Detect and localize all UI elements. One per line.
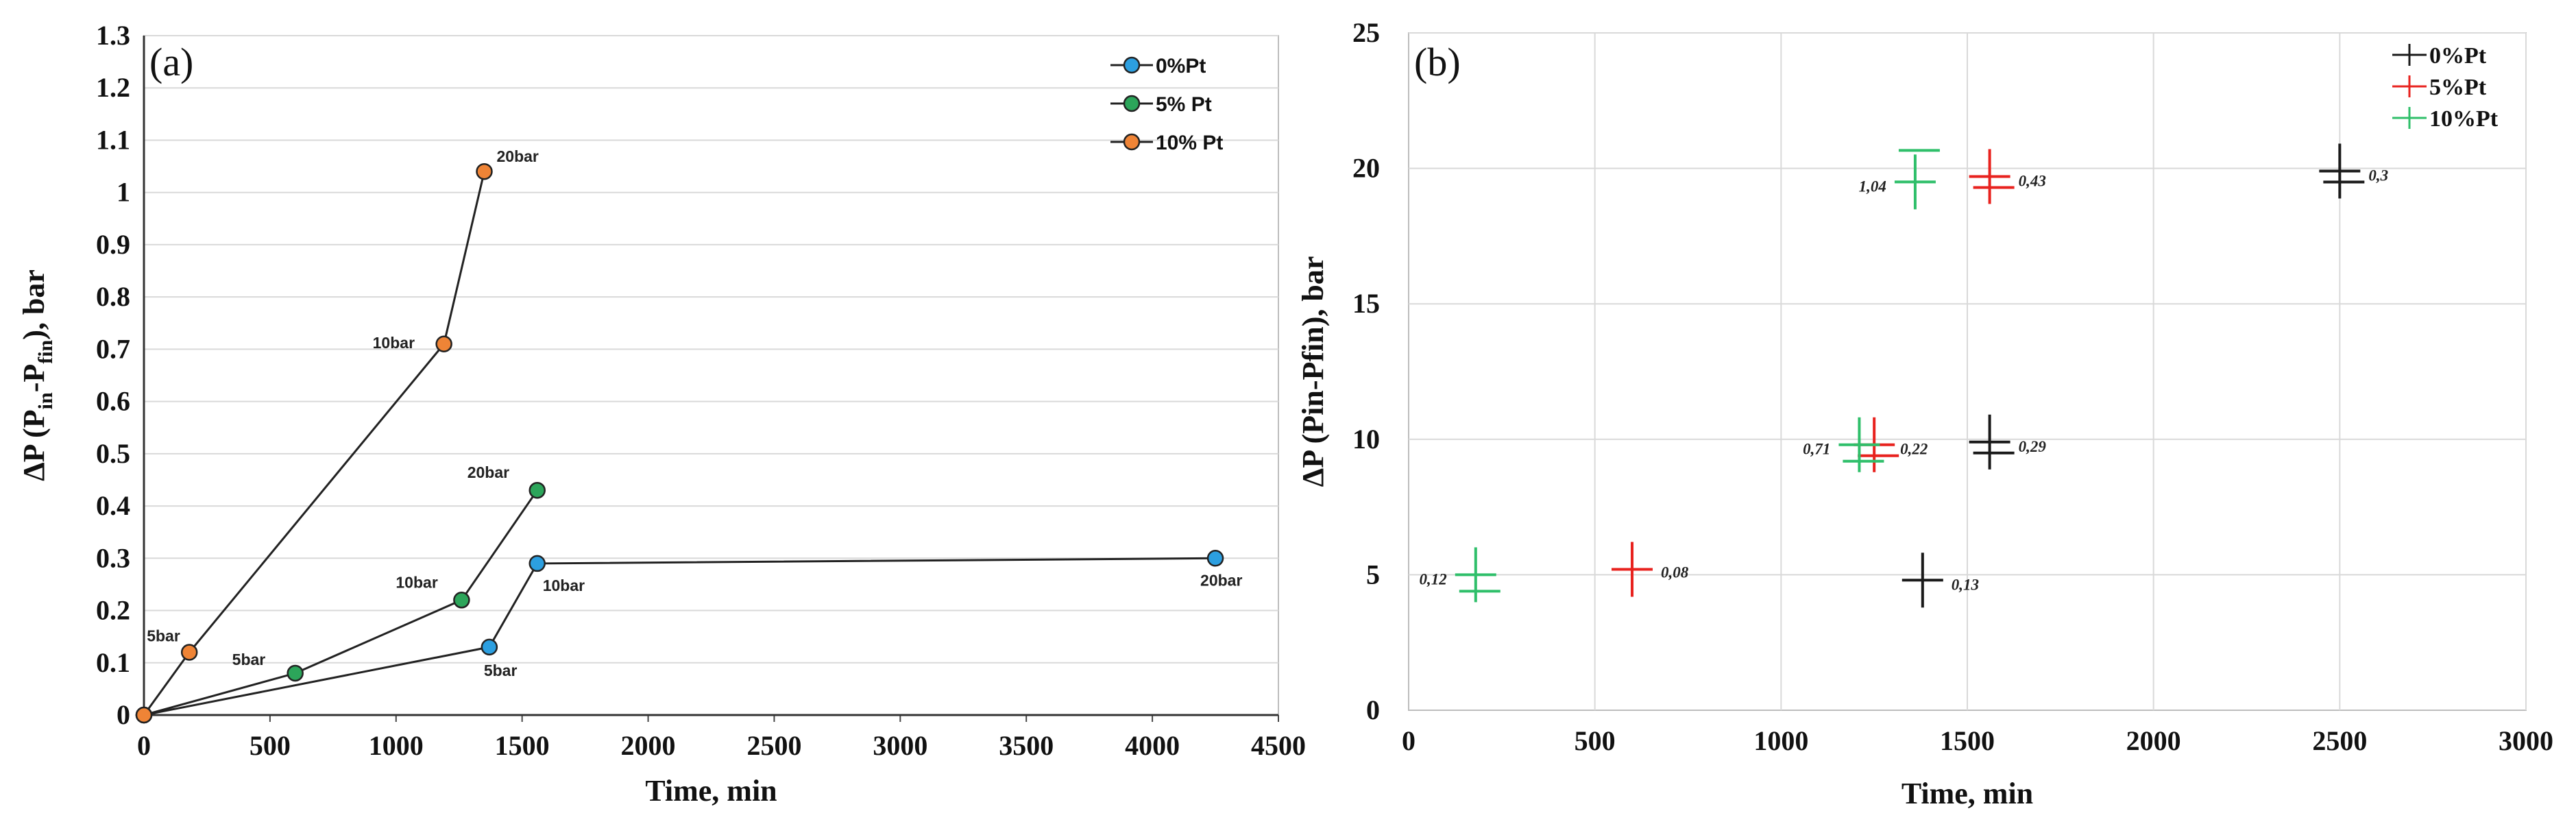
y-tick-label-a: 0.9: [96, 229, 130, 260]
data-point-a: [476, 162, 493, 180]
legend-label-a: 0%Pt: [1156, 55, 1206, 77]
series-line-a-2: [143, 489, 538, 716]
y-tick-label-a: 0.8: [96, 281, 130, 312]
y-tick-label-a: 0.6: [96, 386, 130, 417]
y-tick-label-a: 0.3: [96, 542, 130, 573]
y-tick-label-b: 0: [1366, 694, 1380, 725]
data-label-a: 20bar: [467, 463, 509, 481]
x-axis-label-a: Time, min: [645, 774, 777, 808]
y-label-part: ), bar: [17, 269, 51, 340]
x-tick-label-a: 1000: [369, 730, 424, 761]
y-tick-label-a: 1.2: [96, 72, 130, 103]
data-label-a: 5bar: [232, 651, 266, 668]
data-label-b: 1,04: [1859, 178, 1886, 195]
y-tick-label-a: 0.2: [96, 595, 130, 626]
y-tick-label-a: 1.1: [96, 124, 130, 155]
data-label-b: 0,29: [2019, 438, 2047, 455]
data-label-a: 5bar: [147, 627, 180, 645]
data-point-a: [180, 644, 198, 661]
data-label-b: 0,71: [1803, 441, 1830, 458]
y-tick-label-a: 1: [117, 177, 130, 208]
x-tick-label-a: 3500: [999, 730, 1054, 761]
x-tick-label-b: 500: [1575, 725, 1616, 756]
plot-area-a: [143, 35, 1279, 716]
x-tick-label-b: 3000: [2499, 725, 2553, 756]
y-label-part: ΔP (P: [17, 409, 51, 481]
x-tick-label-b: 0: [1402, 725, 1415, 756]
data-point-a: [135, 706, 153, 724]
x-tick-label-a: 4500: [1251, 730, 1306, 761]
legend-label-b: 10%Pt: [2429, 106, 2499, 132]
x-tick-label-a: 1500: [495, 730, 550, 761]
legend-label-b: 5%Pt: [2429, 75, 2487, 100]
y-label-sub: fin: [34, 339, 57, 363]
legend-marker-a: [1123, 56, 1141, 74]
data-point-a: [481, 638, 498, 656]
y-label-sub: in: [34, 392, 57, 409]
panel-label-b: (b): [1414, 40, 1461, 84]
data-label-b: 0,43: [2019, 172, 2046, 189]
series-line-a-3: [143, 171, 485, 716]
data-label-a: 20bar: [1200, 571, 1242, 589]
x-axis-label-b: Time, min: [1901, 777, 2033, 810]
x-tick-label-a: 2000: [621, 730, 676, 761]
y-tick-label-a: 1.3: [96, 20, 130, 51]
panel-label-a: (a): [149, 40, 193, 84]
legend-marker-a: [1123, 133, 1141, 151]
y-tick-label-a: 0.5: [96, 438, 130, 469]
data-point-a: [1206, 550, 1224, 567]
x-tick-label-a: 0: [137, 730, 151, 761]
data-label-b: 0,13: [1952, 576, 1979, 593]
x-tick-label-a: 500: [250, 730, 291, 761]
y-tick-label-b: 25: [1352, 17, 1380, 48]
x-tick-label-a: 4000: [1125, 730, 1180, 761]
data-point-a: [528, 555, 546, 572]
x-tick-label-b: 2000: [2126, 725, 2181, 756]
y-axis-label-a: ΔP (Pin-Pfin), bar: [17, 269, 57, 481]
y-tick-label-a: 0.7: [96, 333, 130, 364]
y-tick-label-a: 0: [117, 699, 130, 730]
y-tick-label-b: 20: [1352, 153, 1380, 184]
data-point-a: [435, 335, 452, 353]
x-tick-label-b: 1500: [1940, 725, 1995, 756]
legend-marker-a: [1123, 95, 1141, 112]
data-label-a: 20bar: [497, 147, 539, 165]
y-tick-label-b: 10: [1352, 424, 1380, 455]
legend-label-a: 10% Pt: [1156, 132, 1223, 154]
y-axis-label-b: ΔP (Pin-Pfin), bar: [1296, 256, 1330, 487]
y-tick-label-a: 0.1: [96, 647, 130, 678]
y-tick-label-a: 0.4: [96, 490, 130, 521]
panel-a: 0 0.1 0.2 0.3 0.4 0.5 0.6 0.7 0.8 0.9 1 1.1 1.2 1.3 0 5…: [17, 20, 1306, 808]
data-label-b: 0,12: [1420, 570, 1447, 588]
data-label-b: 0,3: [2368, 167, 2388, 184]
data-label-b: 0,08: [1661, 564, 1689, 581]
x-tick-label-a: 3000: [873, 730, 927, 761]
data-label-a: 10bar: [373, 334, 415, 352]
legend-label-a: 5% Pt: [1156, 93, 1212, 116]
legend-label-b: 0%Pt: [2429, 43, 2487, 69]
series-line-a-1: [143, 557, 1216, 716]
data-label-a: 5bar: [484, 662, 518, 679]
y-label-part: -P: [17, 364, 51, 393]
y-tick-label-b: 5: [1366, 559, 1380, 590]
x-tick-label-b: 1000: [1753, 725, 1808, 756]
x-tick-label-b: 2500: [2312, 725, 2367, 756]
data-label-a: 10bar: [396, 573, 437, 591]
data-point-a: [453, 592, 470, 609]
y-tick-label-b: 15: [1352, 288, 1380, 319]
data-point-a: [287, 664, 304, 682]
data-point-a: [528, 481, 546, 499]
x-tick-label-a: 2500: [746, 730, 801, 761]
panel-b: 0 500 1000 1500 2000 2500 3000 0 5 10 15 20 25 Time, …: [1296, 17, 2553, 810]
data-label-b: 0,22: [1900, 441, 1928, 458]
data-label-a: 10bar: [543, 577, 585, 594]
